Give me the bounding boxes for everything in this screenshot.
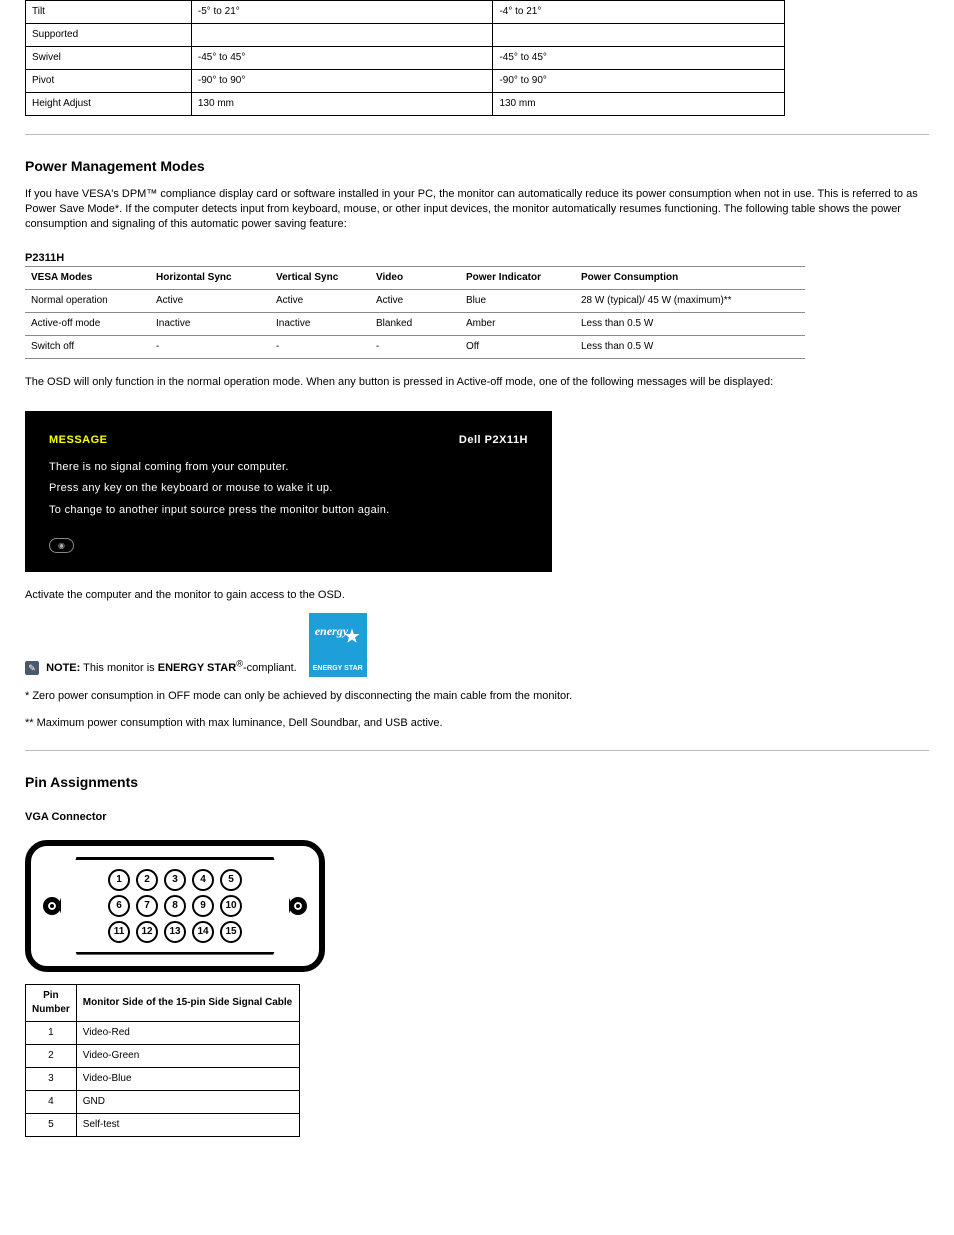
model-label: P2311H: [25, 251, 929, 266]
section-divider: [25, 134, 929, 135]
power-cell: Normal operation: [25, 290, 150, 313]
table-header: Horizontal Sync: [150, 267, 270, 290]
footnote-2: ** Maximum power consumption with max lu…: [25, 716, 929, 731]
vga-icon: ◉: [49, 538, 74, 553]
power-cell: 28 W (typical)/ 45 W (maximum)**: [575, 290, 805, 313]
spec-cell: [493, 24, 785, 47]
pin-table-header: Monitor Side of the 15-pin Side Signal C…: [76, 984, 299, 1021]
vga-pin: 9: [192, 895, 214, 917]
spec-cell: 130 mm: [493, 93, 785, 116]
vga-pin: 2: [136, 869, 158, 891]
energy-star-icon: energy ENERGY STAR: [309, 613, 367, 677]
spec-cell: Height Adjust: [26, 93, 192, 116]
note-icon: ✎: [25, 661, 39, 675]
osd-model: Dell P2X11H: [459, 433, 528, 448]
power-cell: Inactive: [270, 313, 370, 336]
pin-cell: 5: [26, 1113, 77, 1136]
vga-pin: 7: [136, 895, 158, 917]
vga-connector-diagram: 1 2 3 4 5 6 7 8 9 10 11 12 13 14 15: [25, 840, 929, 972]
power-cell: Active: [270, 290, 370, 313]
power-management-heading: Power Management Modes: [25, 157, 929, 177]
power-cell: Less than 0.5 W: [575, 336, 805, 359]
vga-pin-table: Pin Number Monitor Side of the 15-pin Si…: [25, 984, 300, 1137]
power-cell: Amber: [460, 313, 575, 336]
pin-cell: Self-test: [76, 1113, 299, 1136]
power-cell: Active-off mode: [25, 313, 150, 336]
vga-connector-label: VGA Connector: [25, 810, 929, 825]
table-header: Power Consumption: [575, 267, 805, 290]
power-cell: Active: [370, 290, 460, 313]
power-cell: Off: [460, 336, 575, 359]
table-header: Vertical Sync: [270, 267, 370, 290]
note-label: NOTE: This monitor is ENERGY STAR®-compl…: [46, 662, 297, 674]
spec-cell: -90° to 90°: [191, 70, 493, 93]
pin-assignments-heading: Pin Assignments: [25, 773, 929, 793]
power-cell: Less than 0.5 W: [575, 313, 805, 336]
vga-pin: 5: [220, 869, 242, 891]
vga-pin: 13: [164, 921, 186, 943]
spec-cell: [191, 24, 493, 47]
power-cell: Switch off: [25, 336, 150, 359]
vga-pin: 14: [192, 921, 214, 943]
spec-cell: -90° to 90°: [493, 70, 785, 93]
spec-cell: Supported: [26, 24, 192, 47]
spec-cell: -5° to 21°: [191, 1, 493, 24]
osd-title: MESSAGE: [49, 433, 108, 448]
osd-message-box: MESSAGE Dell P2X11H There is no signal c…: [25, 411, 552, 572]
vga-pin: 8: [164, 895, 186, 917]
pin-cell: Video-Green: [76, 1044, 299, 1067]
spec-cell: -45° to 45°: [191, 47, 493, 70]
power-cell: Active: [150, 290, 270, 313]
section-divider: [25, 750, 929, 751]
energy-star-label: ENERGY STAR: [313, 664, 363, 674]
osd-line: To change to another input source press …: [49, 503, 528, 518]
power-cell: Blue: [460, 290, 575, 313]
spec-cell: Swivel: [26, 47, 192, 70]
pin-cell: 4: [26, 1090, 77, 1113]
pin-table-header: Pin Number: [26, 984, 77, 1021]
pin-cell: 2: [26, 1044, 77, 1067]
spec-table: Tilt -5° to 21° -4° to 21° Supported Swi…: [25, 0, 785, 116]
spec-cell: Pivot: [26, 70, 192, 93]
spec-cell: -4° to 21°: [493, 1, 785, 24]
footnote-1: * Zero power consumption in OFF mode can…: [25, 689, 929, 704]
power-cell: -: [370, 336, 460, 359]
osd-line: There is no signal coming from your comp…: [49, 460, 528, 475]
vga-pin: 6: [108, 895, 130, 917]
vga-screw-icon: [291, 899, 305, 913]
vga-pin: 3: [164, 869, 186, 891]
power-cell: -: [150, 336, 270, 359]
table-header: Video: [370, 267, 460, 290]
power-cell: -: [270, 336, 370, 359]
table-header: VESA Modes: [25, 267, 150, 290]
power-cell: Blanked: [370, 313, 460, 336]
vga-pin: 1: [108, 869, 130, 891]
spec-cell: Tilt: [26, 1, 192, 24]
power-modes-table: VESA Modes Horizontal Sync Vertical Sync…: [25, 266, 805, 359]
osd-note-text: The OSD will only function in the normal…: [25, 375, 925, 390]
pin-cell: Video-Blue: [76, 1067, 299, 1090]
vga-pin: 10: [220, 895, 242, 917]
vga-pin: 11: [108, 921, 130, 943]
pin-cell: 1: [26, 1021, 77, 1044]
table-header: Power Indicator: [460, 267, 575, 290]
osd-line: Press any key on the keyboard or mouse t…: [49, 481, 528, 496]
spec-cell: -45° to 45°: [493, 47, 785, 70]
energy-star-row: ✎ NOTE: This monitor is ENERGY STAR®-com…: [25, 613, 929, 677]
spec-cell: 130 mm: [191, 93, 493, 116]
pin-cell: 3: [26, 1067, 77, 1090]
vga-pin: 4: [192, 869, 214, 891]
vga-pin: 12: [136, 921, 158, 943]
pin-cell: Video-Red: [76, 1021, 299, 1044]
pin-cell: GND: [76, 1090, 299, 1113]
vga-screw-icon: [45, 899, 59, 913]
activate-note: Activate the computer and the monitor to…: [25, 588, 929, 603]
power-intro-text: If you have VESA's DPM™ compliance displ…: [25, 187, 925, 233]
vga-pin: 15: [220, 921, 242, 943]
power-cell: Inactive: [150, 313, 270, 336]
